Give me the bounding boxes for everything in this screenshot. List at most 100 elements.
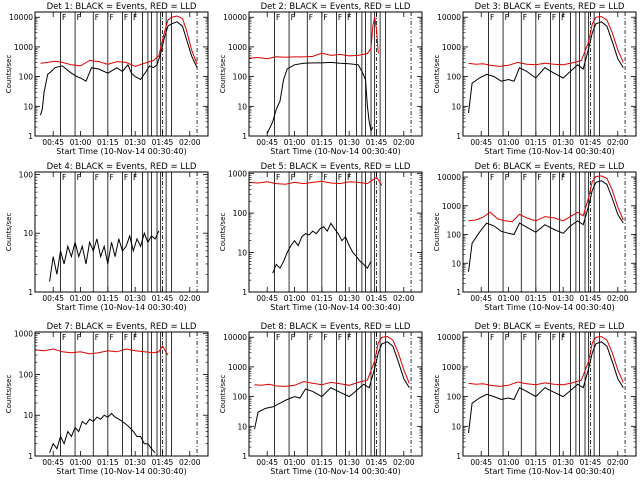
y-tick-label: 10000 (9, 13, 33, 22)
series-lld (468, 336, 624, 387)
y-axis-label: Counts/sec (219, 55, 227, 94)
panel-title: Det 5: BLACK = Events, RED = LLD (261, 162, 411, 172)
x-tick-label: 00:45 (42, 458, 64, 467)
y-tick-label: 100 (233, 73, 248, 82)
marker-label: F (309, 333, 313, 342)
series-events (468, 21, 624, 113)
series-lld (254, 336, 410, 387)
x-tick-label: 01:15 (97, 458, 119, 467)
x-tick-label: 01:30 (124, 458, 146, 467)
panel-title: Det 3: BLACK = Events, RED = LLD (475, 2, 625, 12)
y-tick-label: 1000 (228, 170, 247, 179)
panel-title: Det 4: BLACK = Events, RED = LLD (47, 162, 197, 172)
x-tick-label: 01:30 (124, 138, 146, 147)
y-axis-label: Counts/sec (5, 213, 13, 252)
y-tick-label: 10 (451, 102, 461, 111)
y-axis-label: Counts/sec (219, 213, 227, 252)
y-tick-label: 1 (28, 288, 33, 297)
marker-label: F (537, 173, 541, 182)
x-tick-label: 00:45 (256, 138, 278, 147)
marker-label: F (490, 333, 494, 342)
marker-label: F (109, 333, 113, 342)
x-tick-label: 01:15 (97, 138, 119, 147)
panel-title: Det 6: BLACK = Events, RED = LLD (475, 162, 625, 172)
panel-title: Det 1: BLACK = Events, RED = LLD (47, 2, 197, 12)
y-axis-label: Counts/sec (5, 55, 13, 94)
series-lld (249, 17, 379, 60)
x-tick-label: 01:15 (311, 294, 333, 303)
x-tick-label: 01:45 (580, 294, 602, 303)
x-tick-label: 02:00 (179, 458, 201, 467)
marker-label: F (109, 173, 113, 182)
plot-frame (34, 331, 209, 457)
x-tick-label: 00:45 (256, 458, 278, 467)
x-tick-label: 02:00 (179, 294, 201, 303)
x-tick-label: 01:15 (311, 458, 333, 467)
marker-label: F (347, 13, 351, 22)
x-tick-label: 01:15 (525, 294, 547, 303)
marker-label: F (276, 333, 280, 342)
marker-label: F (347, 173, 351, 182)
panel-title: Det 2: BLACK = Events, RED = LLD (261, 2, 411, 12)
marker-label: F (95, 333, 99, 342)
x-tick-label: 02:00 (607, 458, 629, 467)
marker-label: F (323, 333, 327, 342)
x-tick-label: 00:45 (256, 294, 278, 303)
y-tick-label: 1000 (442, 43, 461, 52)
series-events (254, 341, 410, 430)
x-tick-label: 01:15 (525, 458, 547, 467)
y-axis-label: Counts/sec (433, 213, 441, 252)
marker-label: F (291, 13, 295, 22)
marker-label: F (561, 333, 565, 342)
x-tick-label: 00:45 (470, 138, 492, 147)
marker-label: F (276, 13, 280, 22)
x-tick-label: 01:00 (70, 458, 92, 467)
y-tick-label: 100 (447, 231, 462, 240)
y-tick-label: 10 (237, 422, 247, 431)
y-tick-label: 10 (451, 422, 461, 431)
x-tick-label: 01:15 (311, 138, 333, 147)
marker-label: F (309, 13, 313, 22)
panel-title: Det 7: BLACK = Events, RED = LLD (47, 322, 197, 332)
x-tick-label: 01:45 (366, 138, 388, 147)
marker-label: F (552, 333, 556, 342)
x-tick-label: 01:00 (284, 294, 306, 303)
marker-label: F (62, 173, 66, 182)
y-tick-label: 1000 (14, 330, 33, 339)
marker-label: F (347, 333, 351, 342)
marker-label: F (523, 173, 527, 182)
x-tick-label: 02:00 (179, 138, 201, 147)
marker-label: F (505, 333, 509, 342)
y-axis-label: Counts/sec (219, 375, 227, 414)
marker-label: F (276, 173, 280, 182)
x-tick-label: 01:45 (152, 294, 174, 303)
y-tick-label: 100 (447, 73, 462, 82)
plot-frame (248, 11, 423, 137)
plot-frame (462, 331, 637, 457)
plot-frame (462, 171, 637, 293)
y-tick-label: 1 (28, 452, 33, 461)
marker-label: F (95, 173, 99, 182)
y-tick-label: 1 (242, 452, 247, 461)
y-tick-label: 10000 (223, 13, 247, 22)
x-tick-label: 01:30 (552, 138, 574, 147)
y-tick-label: 100 (19, 73, 34, 82)
marker-label: F (338, 173, 342, 182)
x-tick-label: 02:00 (607, 294, 629, 303)
marker-label: F (109, 13, 113, 22)
x-tick-label: 01:00 (498, 294, 520, 303)
y-tick-label: 1000 (442, 202, 461, 211)
y-tick-label: 10000 (223, 333, 247, 342)
x-tick-label: 00:45 (42, 294, 64, 303)
marker-label: F (338, 333, 342, 342)
y-tick-label: 1000 (14, 43, 33, 52)
marker-label: F (124, 333, 128, 342)
y-axis-label: Counts/sec (433, 55, 441, 94)
marker-label: F (523, 333, 527, 342)
marker-label: F (490, 13, 494, 22)
y-axis-label: Counts/sec (433, 375, 441, 414)
x-tick-label: 00:45 (470, 294, 492, 303)
